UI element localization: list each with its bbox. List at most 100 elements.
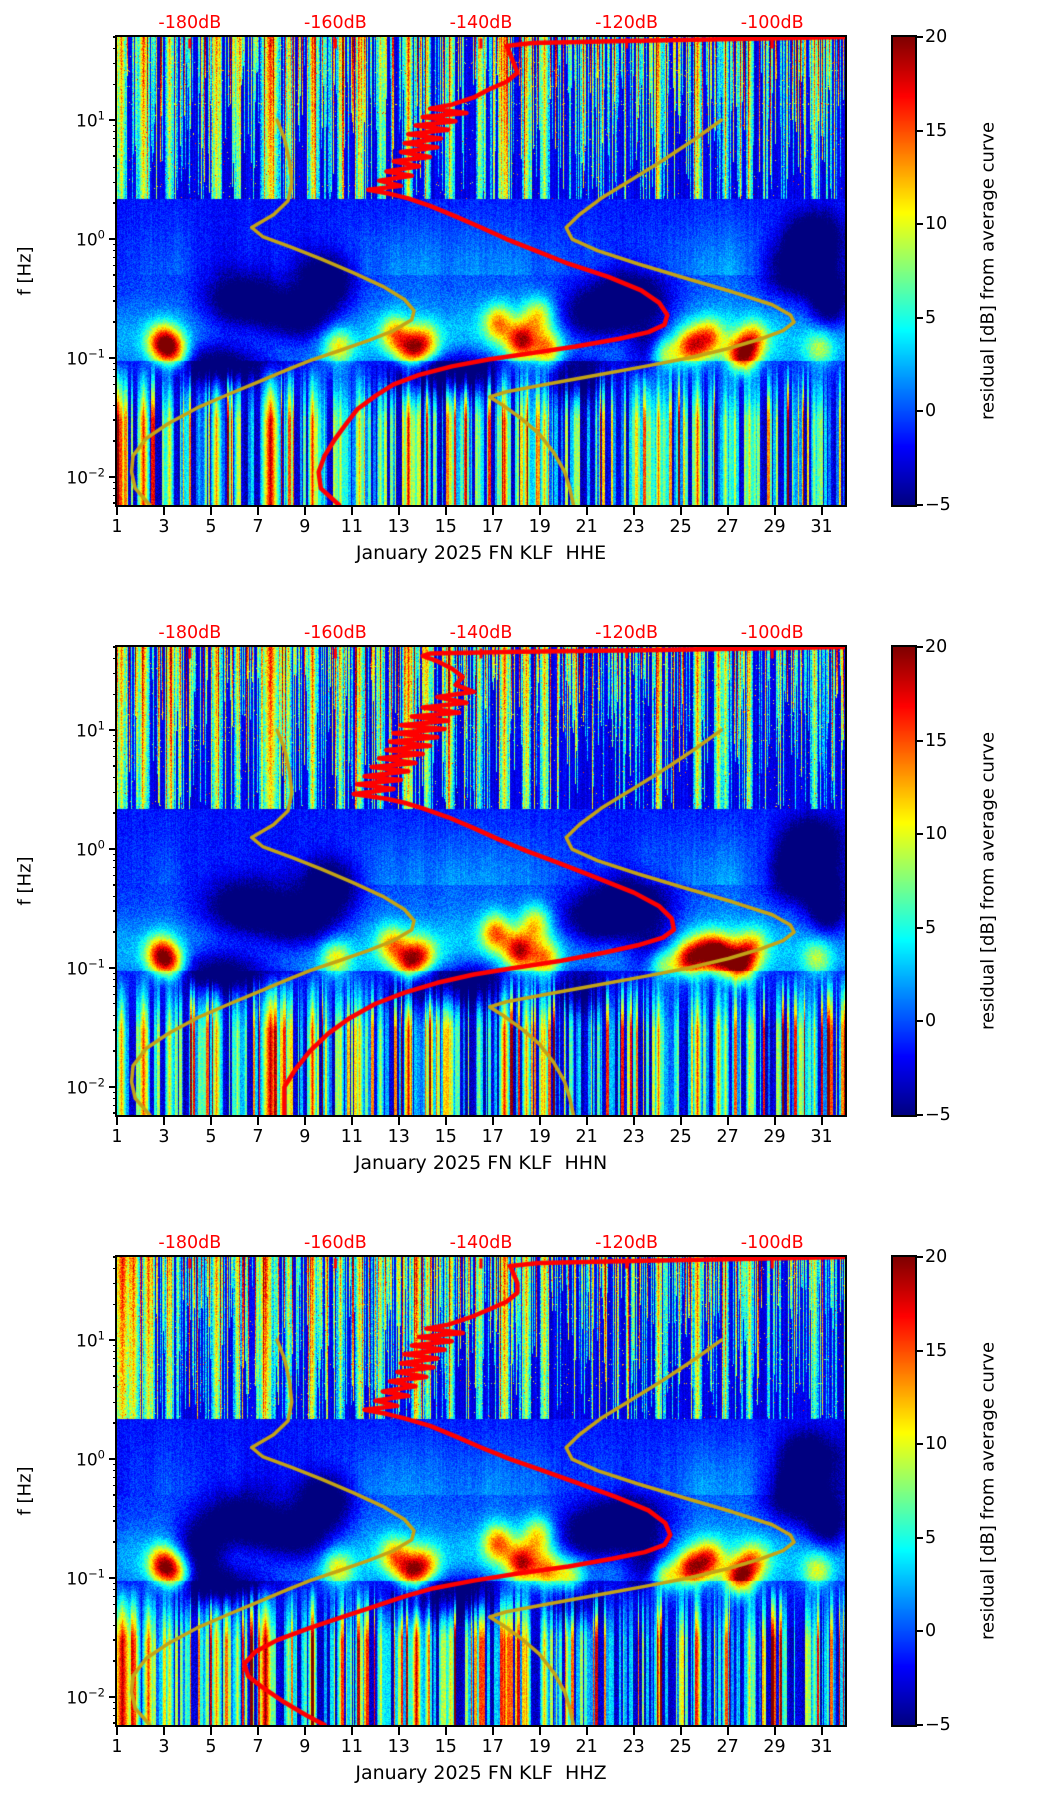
y-major-tick [109,1458,117,1461]
y-minor-tick [113,1707,117,1710]
y-minor-tick [113,383,117,386]
y-minor-tick [113,740,117,743]
y-minor-tick [113,1029,117,1031]
x-major-tick [632,1727,635,1735]
top-db-axis: -180dB -160dB -140dB -120dB -100dB [0,610,1052,1220]
colorbar-tick [915,1349,923,1352]
x-major-tick [632,507,635,515]
y-minor-tick [113,481,117,484]
colorbar-tick-label: −5 [925,1715,951,1735]
x-tick-labels: 1 3 5 7 9 11 13 15 17 19 21 23 25 27 29 31 [0,0,1052,610]
x-major-tick [679,1727,682,1735]
y-minor-tick [113,419,117,421]
y-minor-tick [113,1050,117,1052]
x-major-tick [209,1727,212,1735]
y-minor-tick [113,693,117,696]
y-minor-tick [113,1357,117,1360]
db-tick-label: -160dB [303,623,367,643]
colorbar-tick-label: −5 [925,1105,951,1125]
y-tick-label: 10−1 [66,956,105,980]
x-major-tick [256,1117,259,1125]
x-major-tick [679,1117,682,1125]
y-minor-tick [113,672,117,675]
x-tick-label: 21 [575,1737,598,1757]
y-minor-tick [113,47,117,50]
x-major-tick [116,507,118,515]
x-tick-label: 29 [763,1737,786,1757]
x-major-tick [726,507,729,515]
y-tick-label: 10−1 [66,346,105,370]
y-minor-tick [113,1344,117,1347]
spectrogram-panel-hhe: -180dB -160dB -140dB -120dB -100dB 101 100 10−… [0,0,1052,610]
x-major-tick [444,1117,447,1125]
x-major-tick [350,1727,353,1735]
y-major-tick [109,966,117,969]
y-minor-tick [113,83,117,86]
x-tick-label: 29 [763,1127,786,1147]
y-minor-tick [113,243,117,246]
x-tick-label: 11 [340,517,363,537]
db-tick-label: -100dB [740,13,804,33]
y-axis-label: f [Hz] [14,1466,36,1516]
y-minor-tick [113,1722,117,1724]
y-minor-tick [113,1639,117,1641]
x-major-tick [538,1117,541,1125]
x-tick-label: 21 [575,1127,598,1147]
x-major-tick [397,1727,400,1735]
y-minor-tick [113,1603,117,1606]
y-minor-tick [113,985,117,988]
x-tick-label: 3 [158,1127,170,1147]
y-tick-label: 100 [76,837,105,861]
y-major-tick [109,475,117,478]
x-tick-label: 19 [528,1737,551,1757]
x-tick-label: 25 [669,1127,692,1147]
x-tick-labels: 1 3 5 7 9 11 13 15 17 19 21 23 25 27 29 31 [0,610,1052,1220]
x-major-tick [773,1727,776,1735]
y-major-tick [109,238,117,241]
x-tick-label: 23 [622,517,645,537]
y-minor-tick [113,884,117,886]
y-minor-tick [113,1660,117,1662]
colorbar-tick [915,504,923,506]
colorbar-tick-label: −5 [925,495,951,515]
y-tick-labels: 101 100 10−1 10−2 [0,0,1052,610]
y-major-tick [109,1695,117,1698]
y-tick-label: 10−2 [66,1075,105,1099]
db-tick-label: -180dB [158,623,222,643]
y-minor-tick [113,734,117,737]
x-tick-label: 25 [669,517,692,537]
y-minor-tick [113,300,117,302]
y-tick-label: 101 [76,108,105,132]
x-tick-label: 27 [716,1127,739,1147]
y-minor-tick [113,181,117,184]
y-minor-tick [113,895,117,898]
y-tick-labels: 101 100 10−1 10−2 [0,610,1052,1220]
y-minor-tick [113,972,117,975]
colorbar-tick-label: 15 [925,1340,948,1361]
x-tick-label: 23 [622,1127,645,1147]
x-major-tick [820,1117,823,1125]
y-minor-tick [113,1112,117,1114]
x-major-tick [162,1117,165,1125]
colorbar-tick [915,646,923,648]
y-tick-labels: 101 100 10−1 10−2 [0,1220,1052,1806]
y-minor-tick [113,375,117,378]
x-tick-label: 27 [716,1737,739,1757]
db-tick-label: -140dB [449,1233,513,1253]
x-tick-label: 25 [669,1737,692,1757]
x-major-tick [444,507,447,515]
db-tick-label: -160dB [303,1233,367,1253]
y-axis-label: f [Hz] [14,246,36,296]
y-minor-tick [113,1494,117,1496]
y-minor-tick [113,321,117,323]
y-minor-tick [113,1350,117,1353]
y-minor-tick [113,1505,117,1508]
y-minor-tick [113,1386,117,1389]
x-tick-label: 15 [434,1127,457,1147]
x-major-tick [820,507,823,515]
y-minor-tick [113,1484,117,1487]
colorbar-tick [915,1443,923,1446]
x-major-tick [820,1727,823,1735]
x-major-tick [491,1727,494,1735]
x-major-tick [162,1727,165,1735]
